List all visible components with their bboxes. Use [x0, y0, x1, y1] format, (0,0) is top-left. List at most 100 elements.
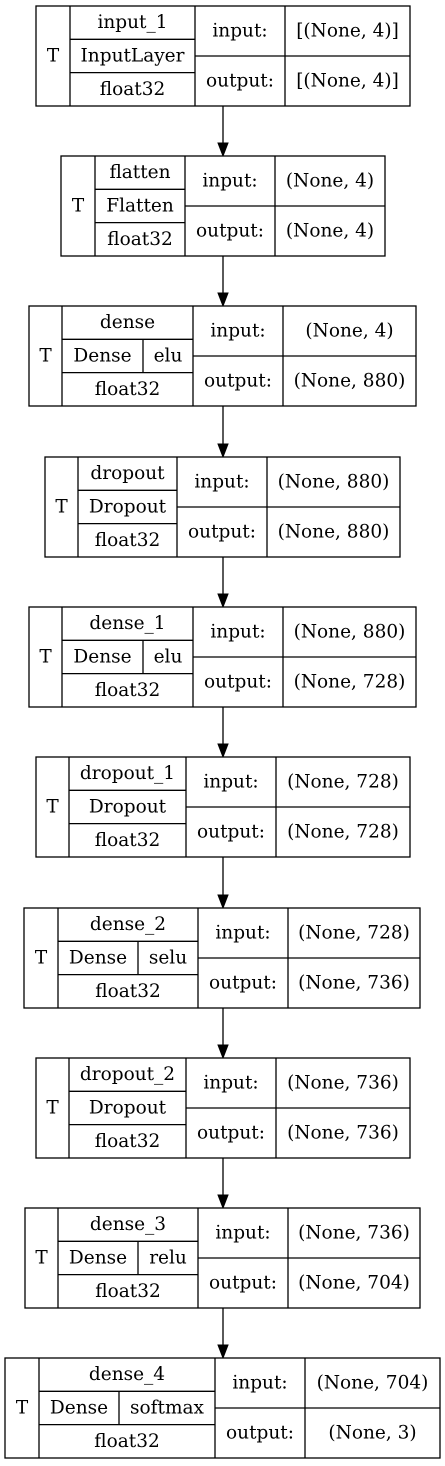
type-marker: T: [46, 1098, 59, 1119]
output-shape: (None, 3): [328, 1423, 416, 1444]
input-shape: (None, 736): [298, 1223, 410, 1244]
layer-class: Dense: [69, 947, 127, 968]
layer-name: dense: [100, 312, 155, 333]
type-marker: T: [46, 797, 59, 818]
input-shape: (None, 4): [305, 321, 393, 342]
output-label: output:: [209, 1273, 277, 1294]
layer-name: dropout: [90, 463, 165, 484]
output-label: output:: [197, 1123, 265, 1144]
output-label: output:: [226, 1423, 294, 1444]
layer-activation: elu: [154, 345, 183, 366]
output-label: output:: [196, 221, 264, 242]
input-shape: (None, 736): [287, 1073, 399, 1094]
type-marker: T: [35, 1248, 48, 1269]
output-shape: (None, 736): [298, 973, 410, 994]
input-shape: (None, 728): [287, 772, 399, 793]
input-shape: (None, 704): [317, 1373, 429, 1394]
input-label: input:: [232, 1373, 287, 1394]
layer-dtype: float32: [94, 1431, 159, 1452]
layer-class: InputLayer: [81, 45, 185, 66]
layer-dtype: float32: [100, 79, 165, 100]
output-shape: (None, 880): [294, 371, 406, 392]
input-label: input:: [203, 1073, 258, 1094]
input-shape: (None, 4): [286, 171, 374, 192]
input-shape: (None, 880): [294, 622, 406, 643]
layer-class: Dropout: [89, 796, 167, 817]
layer-dtype: float32: [95, 981, 160, 1002]
input-label: input:: [203, 772, 258, 793]
layer-dtype: float32: [107, 229, 172, 250]
layer-dtype: float32: [95, 379, 160, 400]
layer-name: flatten: [109, 162, 170, 183]
type-marker: T: [72, 196, 85, 217]
input-label: input:: [194, 472, 249, 493]
layer-name: dropout_2: [80, 1064, 175, 1085]
layer-name: dense_1: [89, 613, 165, 634]
layer-dtype: float32: [95, 830, 160, 851]
layer-dtype: float32: [95, 1131, 160, 1152]
input-shape: (None, 880): [278, 472, 390, 493]
layer-activation: relu: [149, 1247, 187, 1268]
layer-name: dense_4: [89, 1364, 165, 1385]
layer-name: dropout_1: [80, 763, 175, 784]
layer-class: Dense: [69, 1247, 127, 1268]
edge-arrow: [217, 557, 229, 609]
layer-dtype: float32: [95, 1281, 160, 1302]
output-label: output:: [209, 973, 277, 994]
layer-class: Dropout: [89, 496, 167, 517]
input-label: input:: [202, 171, 257, 192]
input-label: input:: [210, 321, 265, 342]
edge-arrow: [217, 406, 229, 459]
edge-arrow: [217, 256, 229, 308]
output-label: output:: [197, 822, 265, 843]
input-label: input:: [215, 1223, 270, 1244]
edge-arrow: [217, 106, 229, 158]
layer-activation: softmax: [130, 1397, 204, 1418]
input-label: input:: [210, 622, 265, 643]
output-shape: (None, 704): [298, 1273, 410, 1294]
layer-name: dense_2: [90, 914, 166, 935]
layer-class: Dropout: [89, 1097, 167, 1118]
output-shape: (None, 728): [287, 822, 399, 843]
type-marker: T: [39, 647, 52, 668]
edge-arrow: [217, 1158, 229, 1210]
output-shape: [(None, 4)]: [296, 71, 399, 92]
layer-activation: elu: [154, 646, 183, 667]
type-marker: T: [35, 948, 48, 969]
layer-class: Dense: [73, 345, 131, 366]
output-shape: (None, 736): [287, 1123, 399, 1144]
layer-activation: selu: [149, 947, 187, 968]
input-label: input:: [212, 21, 267, 42]
output-label: output:: [204, 672, 272, 693]
output-shape: (None, 880): [278, 522, 390, 543]
edge-arrow: [217, 707, 229, 759]
input-shape: (None, 728): [298, 923, 410, 944]
output-shape: (None, 728): [294, 672, 406, 693]
type-marker: T: [47, 46, 60, 67]
input-shape: [(None, 4)]: [296, 21, 399, 42]
input-label: input:: [215, 923, 270, 944]
output-label: output:: [206, 71, 274, 92]
output-label: output:: [188, 522, 256, 543]
layer-dtype: float32: [95, 680, 160, 701]
edge-arrow: [217, 1308, 229, 1360]
layer-name: dense_3: [90, 1214, 166, 1235]
output-label: output:: [204, 371, 272, 392]
layer-class: Dense: [50, 1397, 108, 1418]
edge-arrow: [217, 1008, 229, 1060]
type-marker: T: [39, 346, 52, 367]
layer-class: Dense: [73, 646, 131, 667]
layer-dtype: float32: [95, 530, 160, 551]
layer-name: input_1: [97, 12, 167, 33]
edge-arrow: [217, 857, 229, 910]
